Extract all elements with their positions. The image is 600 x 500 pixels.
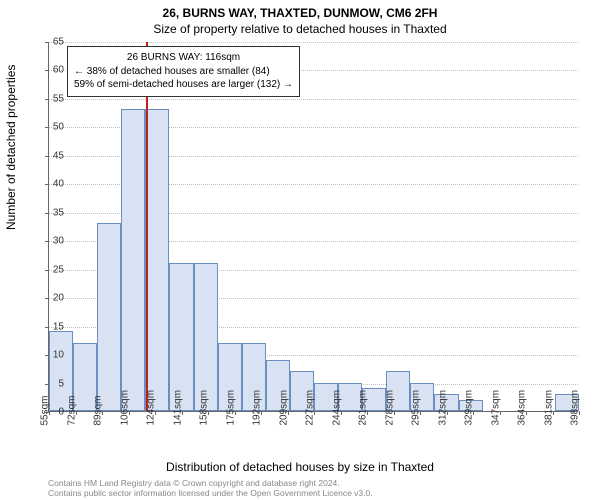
ytick-label: 40 xyxy=(24,179,64,190)
ytick-label: 50 xyxy=(24,122,64,133)
chart-title-sub: Size of property relative to detached ho… xyxy=(0,20,600,40)
ytick-label: 60 xyxy=(24,65,64,76)
chart-title-main: 26, BURNS WAY, THAXTED, DUNMOW, CM6 2FH xyxy=(0,0,600,20)
annotation-line3: 59% of semi-detached houses are larger (… xyxy=(74,78,293,92)
ytick-label: 10 xyxy=(24,350,64,361)
attribution-line2: Contains public sector information licen… xyxy=(48,488,373,498)
ytick-label: 55 xyxy=(24,93,64,104)
annotation-box: 26 BURNS WAY: 116sqm← 38% of detached ho… xyxy=(67,46,300,97)
plot-area: 26 BURNS WAY: 116sqm← 38% of detached ho… xyxy=(48,42,578,412)
histogram-bar xyxy=(194,263,218,411)
ytick-label: 35 xyxy=(24,207,64,218)
ytick-label: 30 xyxy=(24,236,64,247)
attribution-text: Contains HM Land Registry data © Crown c… xyxy=(48,478,373,498)
ytick-label: 45 xyxy=(24,150,64,161)
ytick-label: 5 xyxy=(24,378,64,389)
attribution-line1: Contains HM Land Registry data © Crown c… xyxy=(48,478,373,488)
property-marker-line xyxy=(146,42,148,411)
gridline xyxy=(49,42,578,43)
histogram-bar xyxy=(169,263,193,411)
annotation-line2: ← 38% of detached houses are smaller (84… xyxy=(74,65,293,79)
histogram-bar xyxy=(97,223,121,411)
annotation-line1: 26 BURNS WAY: 116sqm xyxy=(74,51,293,65)
ytick-label: 15 xyxy=(24,321,64,332)
x-axis-label: Distribution of detached houses by size … xyxy=(0,460,600,474)
ytick-label: 20 xyxy=(24,293,64,304)
y-axis-label: Number of detached properties xyxy=(4,65,18,230)
ytick-label: 25 xyxy=(24,264,64,275)
histogram-bar xyxy=(145,109,169,411)
chart-area: 26 BURNS WAY: 116sqm← 38% of detached ho… xyxy=(48,42,578,412)
gridline xyxy=(49,99,578,100)
histogram-bar xyxy=(121,109,145,411)
ytick-label: 65 xyxy=(24,37,64,48)
